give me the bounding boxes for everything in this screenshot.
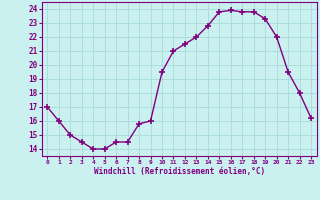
- X-axis label: Windchill (Refroidissement éolien,°C): Windchill (Refroidissement éolien,°C): [94, 167, 265, 176]
